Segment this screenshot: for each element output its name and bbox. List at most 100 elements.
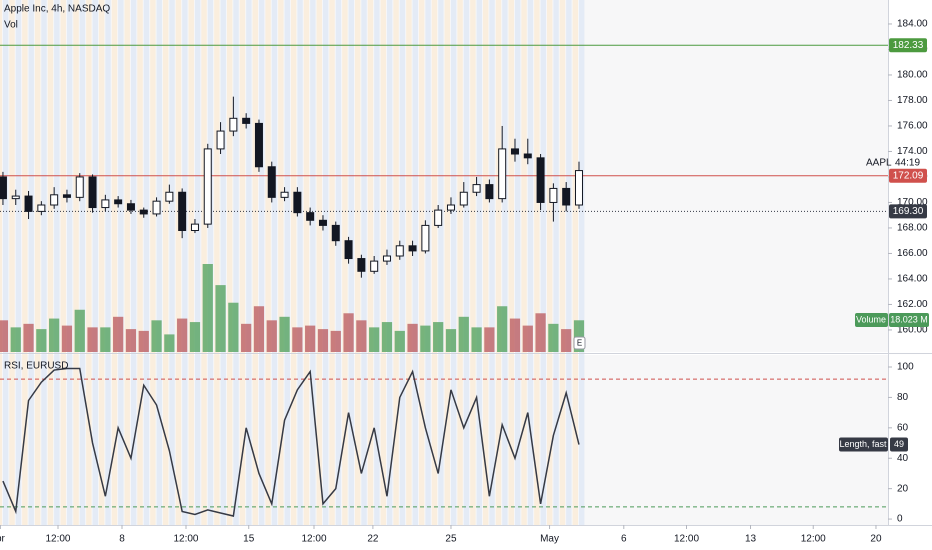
session-stripe [143,0,150,525]
session-stripe [495,0,502,525]
x-tick-label: 20 [870,534,882,545]
volume-bar [215,285,226,352]
volume-bar [279,316,290,352]
session-stripe [540,0,546,525]
volume-bar [381,322,393,352]
volume-bar [113,316,124,352]
x-tick-label: pr [0,534,5,545]
volume-tag-value [889,313,929,327]
candle-body [408,245,417,252]
session-stripe [514,0,521,525]
volume-bar [497,306,508,352]
volume-bar [266,320,277,352]
session-stripe [34,0,41,525]
volume-bar [369,327,380,352]
session-stripe [278,0,284,525]
volume-bar [151,320,162,352]
candle-body [370,260,379,272]
candle-body [203,148,212,225]
candle-body [126,203,135,211]
chart-title: Apple Inc, 4h, NASDAQ [4,4,110,15]
x-tick-label: May [540,534,559,545]
session-stripe [527,0,534,525]
session-stripe [559,0,566,525]
session-stripe [0,0,2,525]
candle-body [510,148,519,155]
x-tick-label: 22 [367,534,379,545]
volume-bar [535,313,546,352]
session-stripe [60,0,66,525]
session-stripe [98,0,105,525]
volume-tag [855,313,888,327]
candle-body [267,166,276,198]
candle-body [498,148,507,200]
y-tick-label: 60 [897,422,909,433]
session-stripe [521,0,527,525]
price-tag [889,168,927,183]
session-stripe [79,0,86,525]
session-stripe [578,0,585,525]
session-stripe [188,0,194,525]
x-tick-label: 12:00 [801,534,826,545]
volume-bar [356,320,367,352]
session-stripe [214,0,220,525]
session-stripe [207,0,214,525]
candle-body [459,191,468,206]
candle-body [229,117,238,132]
session-stripe [86,0,92,525]
x-tick-label: 6 [621,534,627,545]
volume-bar [241,323,252,352]
candle-body [421,224,430,252]
session-stripe [239,0,246,525]
volume-bar [10,327,21,352]
candle-body [114,199,123,205]
volume-bar [125,329,137,352]
rsi-tag-name: Length, fast [839,439,887,449]
session-stripe [329,0,335,525]
session-stripe [41,0,47,525]
candle-body [242,117,251,124]
session-stripe [111,0,118,525]
session-stripe [258,0,265,525]
y-tick-label: 170.00 [897,197,928,208]
volume-bar [202,264,213,352]
candle-body [523,153,532,159]
session-stripe [28,0,34,525]
candle-body [62,194,71,198]
candle-body [574,170,583,206]
candle-body [178,191,187,232]
candle-body [293,191,302,214]
volume-bar [458,316,469,352]
price-tag [889,38,927,53]
candle-body [344,240,353,260]
candle-body [139,209,148,215]
candle-body [190,223,199,232]
volume-bar [100,327,111,352]
volume-bar [23,323,34,352]
session-stripe [438,0,444,525]
session-stripe [22,0,28,525]
volume-bar [471,327,482,352]
y-tick-label: 166.00 [897,248,928,259]
session-stripe [393,0,399,525]
session-stripe [508,0,514,525]
candle-body [254,122,263,168]
volume-bar [445,329,457,352]
session-stripe [310,0,316,525]
volume-bar [0,320,9,352]
session-stripe [265,0,271,525]
session-stripe [9,0,15,525]
x-tick-label: 12:00 [45,534,70,545]
session-stripe [406,0,412,525]
volume-bar [420,325,431,352]
volume-bar [317,329,329,352]
y-tick-label: 20 [897,483,909,494]
candle-body [536,157,545,203]
session-stripe [425,0,431,525]
y-tick-label: 0 [897,514,903,525]
session-stripe [92,0,98,525]
session-stripe [252,0,258,525]
volume-bar [343,313,354,352]
